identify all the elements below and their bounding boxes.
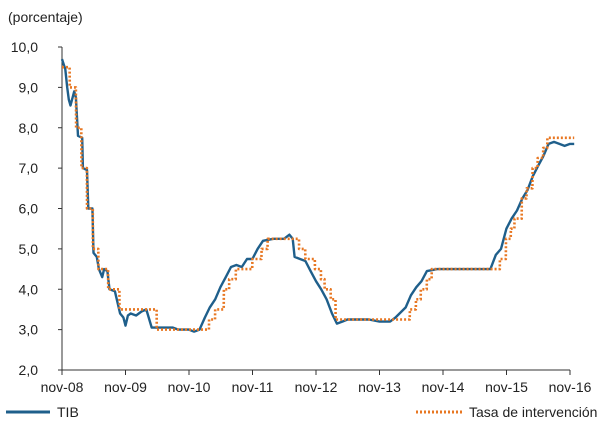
series-layer <box>60 58 575 333</box>
x-axis-ticks: nov-08 nov-09 nov-10 nov-11 nov-12 nov-13 nov-… <box>41 370 592 395</box>
x-tick-label: nov-13 <box>358 379 401 395</box>
legend: TIB Tasa de intervención <box>6 404 597 420</box>
y-tick-label: 3,0 <box>19 322 39 338</box>
x-tick-label: nov-09 <box>104 379 147 395</box>
legend-label-tasa-intervencion: Tasa de intervención <box>469 404 597 420</box>
axes <box>61 47 570 371</box>
legend-label-tib: TIB <box>57 404 79 420</box>
x-tick-label: nov-15 <box>485 379 528 395</box>
y-tick-label: 9,0 <box>19 79 39 95</box>
x-tick-label: nov-10 <box>168 379 211 395</box>
y-tick-label: 2,0 <box>19 362 39 378</box>
y-axis-unit-label: (porcentaje) <box>8 9 83 25</box>
series-line-tib <box>60 58 575 333</box>
series-line-tasa-intervencion <box>62 65 575 331</box>
y-tick-label: 4,0 <box>19 281 39 297</box>
y-axis-ticks: 2,0 3,0 4,0 5,0 6,0 7,0 8,0 9,0 10,0 <box>11 39 62 378</box>
x-tick-label: nov-12 <box>295 379 338 395</box>
y-tick-label: 5,0 <box>19 241 39 257</box>
y-tick-label: 8,0 <box>19 120 39 136</box>
x-tick-label: nov-16 <box>549 379 592 395</box>
y-tick-label: 10,0 <box>11 39 38 55</box>
x-tick-label: nov-08 <box>41 379 84 395</box>
y-tick-label: 6,0 <box>19 201 39 217</box>
x-tick-label: nov-14 <box>422 379 465 395</box>
x-tick-label: nov-11 <box>232 379 274 395</box>
y-tick-label: 7,0 <box>19 160 39 176</box>
